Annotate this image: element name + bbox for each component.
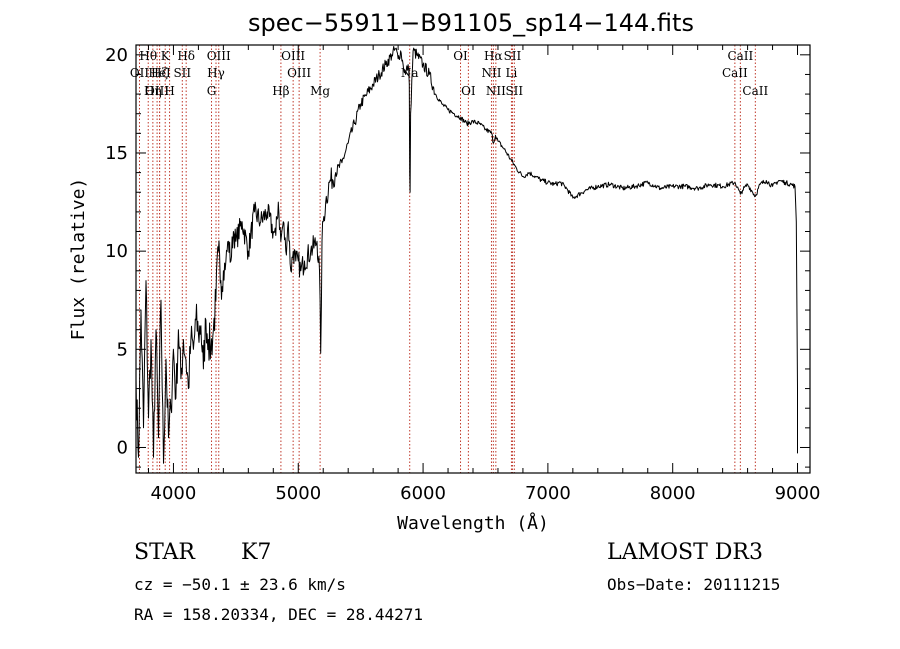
spectral-line-label: K bbox=[161, 49, 171, 63]
x-tick-label: 9000 bbox=[775, 483, 821, 504]
y-tick-label: 10 bbox=[105, 241, 128, 262]
x-axis-ticks: 4000 5000 6000 7000 8000 9000 bbox=[147, 45, 821, 504]
x-tick-label: 5000 bbox=[275, 483, 321, 504]
spectral-line-label: OII bbox=[130, 66, 150, 80]
spectral-line-label: SII bbox=[505, 84, 523, 98]
coordinates: RA = 158.20334, DEC = 28.44271 bbox=[134, 605, 423, 624]
spectrum-info: STAR K7 LAMOST DR3 cz = −50.1 ± 23.6 km/… bbox=[134, 540, 780, 624]
chart-title: spec−55911−B91105_sp14−144.fits bbox=[248, 9, 694, 37]
spectral-line-label: OIII bbox=[287, 66, 311, 80]
plot-area: Hθ OII OIII Hζ K Hη HeI H SII Hδ OIII Hγ G Hβ OIII OIII… bbox=[105, 44, 821, 504]
spectral-line-label: OIII bbox=[145, 84, 169, 98]
spectral-line-label: SII bbox=[504, 49, 522, 63]
spectral-line-label: OI bbox=[453, 49, 468, 63]
x-tick-label: 6000 bbox=[400, 483, 446, 504]
spectral-line-label: Hγ bbox=[207, 66, 225, 80]
spectral-line-markers bbox=[138, 45, 756, 473]
object-subclass: K7 bbox=[241, 540, 271, 565]
spectral-line-label: Hη bbox=[144, 84, 162, 98]
y-tick-label: 20 bbox=[105, 45, 128, 66]
x-tick-label: 8000 bbox=[650, 483, 696, 504]
y-tick-label: 0 bbox=[117, 437, 128, 458]
spectral-line-label: Na bbox=[401, 66, 419, 80]
plot-frame bbox=[135, 44, 811, 474]
x-tick-label: 7000 bbox=[525, 483, 571, 504]
object-class: STAR bbox=[134, 540, 196, 565]
spectral-line-label: OIII bbox=[281, 49, 305, 63]
spectral-line-label: CaII bbox=[722, 66, 748, 80]
observation-date: Obs−Date: 20111215 bbox=[607, 575, 780, 594]
spectral-line-label: Hθ bbox=[139, 49, 157, 63]
spectral-line-label: H bbox=[164, 84, 174, 98]
x-tick-label: 4000 bbox=[151, 483, 197, 504]
spectral-line-label: CaII bbox=[742, 84, 768, 98]
y-axis-ticks: 0 5 10 15 20 bbox=[105, 45, 810, 468]
spectrum-line bbox=[135, 46, 798, 464]
spectral-line-label: Hδ bbox=[177, 49, 195, 63]
redshift-velocity: cz = −50.1 ± 23.6 km/s bbox=[134, 575, 346, 594]
x-axis-label: Wavelength (Å) bbox=[397, 512, 549, 534]
y-axis-label: Flux (relative) bbox=[68, 178, 89, 341]
spectral-line-label: Hβ bbox=[272, 84, 289, 98]
spectral-line-label: OI bbox=[461, 84, 476, 98]
spectral-line-label: SII bbox=[173, 66, 191, 80]
spectral-line-labels: Hθ OII OIII Hζ K Hη HeI H SII Hδ OIII Hγ G Hβ OIII OIII… bbox=[130, 49, 769, 98]
spectral-line-label: Mg bbox=[310, 84, 330, 98]
spectral-line-label: G bbox=[207, 84, 217, 98]
spectral-line-label: Hζ bbox=[151, 66, 168, 80]
spectral-line-label: Li bbox=[506, 66, 518, 80]
spectral-line-label: NII bbox=[481, 66, 501, 80]
y-tick-label: 15 bbox=[105, 143, 128, 164]
spectral-line-label: OIII bbox=[207, 49, 231, 63]
spectral-line-label: CaII bbox=[727, 49, 753, 63]
survey-name: LAMOST DR3 bbox=[607, 540, 763, 565]
y-tick-label: 5 bbox=[117, 339, 128, 360]
spectral-line-label: Hα bbox=[484, 49, 503, 63]
spectral-line-label: NII bbox=[486, 84, 506, 98]
spectral-line-label: HeI bbox=[148, 66, 171, 80]
